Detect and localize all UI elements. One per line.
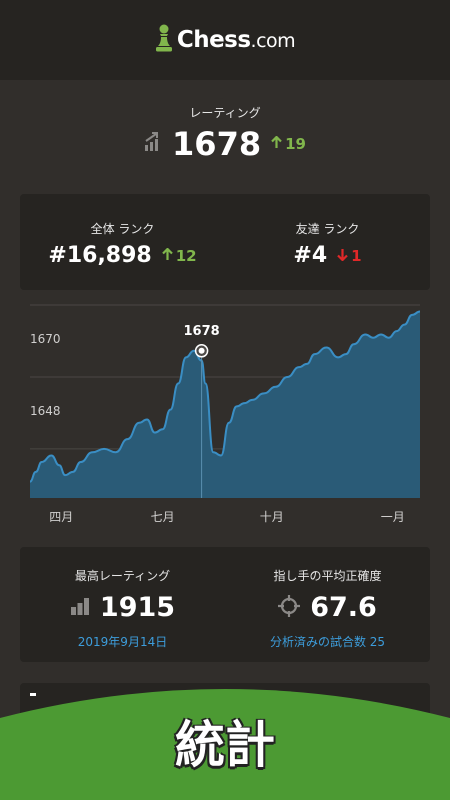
pawn-icon xyxy=(155,24,173,56)
arrow-down-icon xyxy=(337,247,348,265)
stats-card: 最高レーティング 1915 2019年9月14日 指し手の平均正確度 67.6 xyxy=(20,547,430,662)
x-tick-label: 十月 xyxy=(260,510,284,524)
overall-rank: 全体 ランク #16,898 12 xyxy=(20,194,225,290)
highlight-point-center xyxy=(198,347,205,354)
rating-value: 1678 xyxy=(172,125,262,163)
average-accuracy: 指し手の平均正確度 67.6 分析済みの試合数 25 xyxy=(225,547,430,662)
highlight-value-label: 1678 xyxy=(184,324,220,339)
overall-rank-label: 全体 ランク xyxy=(90,222,155,236)
crosshair-icon xyxy=(278,594,301,621)
x-tick-label: 七月 xyxy=(151,510,175,524)
rating-area-fill xyxy=(30,311,420,498)
average-accuracy-label: 指し手の平均正確度 xyxy=(273,569,382,583)
rating-line xyxy=(29,310,421,483)
rating-label: レーティング xyxy=(189,106,261,120)
y-tick-label: 1648 xyxy=(30,404,61,418)
friends-rank-label: 友達 ランク xyxy=(295,222,360,236)
analyzed-games-link[interactable]: 分析済みの試合数 25 xyxy=(269,635,386,649)
promo-banner-shape xyxy=(0,689,450,800)
highest-rating-date-link[interactable]: 2019年9月14日 xyxy=(77,635,168,649)
rating-summary: レーティング 1678 19 xyxy=(0,104,450,163)
highest-rating: 最高レーティング 1915 2019年9月14日 xyxy=(20,547,225,662)
average-accuracy-value: 67.6 xyxy=(310,592,377,623)
x-tick-label: 四月 xyxy=(49,510,73,524)
friends-rank: 友達 ランク #4 1 xyxy=(225,194,430,290)
rating-delta: 19 xyxy=(271,135,306,153)
ranks-card: 全体 ランク #16,898 12 友達 ランク #4 1 xyxy=(20,194,430,290)
app-header: Chess.com xyxy=(0,0,450,80)
arrow-up-icon xyxy=(271,135,282,153)
y-tick-label: 1670 xyxy=(30,332,61,346)
logo-text: Chess.com xyxy=(176,27,296,53)
rating-trend-icon xyxy=(144,132,162,156)
overall-rank-delta: 12 xyxy=(161,246,197,265)
banner-title: 統計 xyxy=(175,716,275,774)
friends-rank-delta: 1 xyxy=(337,247,362,265)
highest-rating-label: 最高レーティング xyxy=(74,569,171,583)
arrow-up-icon xyxy=(161,246,173,265)
friends-rank-value: #4 xyxy=(293,243,328,268)
peek-text-fragment xyxy=(30,693,36,696)
bar-chart-icon xyxy=(70,596,90,620)
chess-logo: Chess.com xyxy=(155,24,296,56)
overall-rank-value: #16,898 xyxy=(48,243,152,268)
x-tick-label: 一月 xyxy=(381,510,405,524)
highest-rating-value: 1915 xyxy=(99,592,176,623)
